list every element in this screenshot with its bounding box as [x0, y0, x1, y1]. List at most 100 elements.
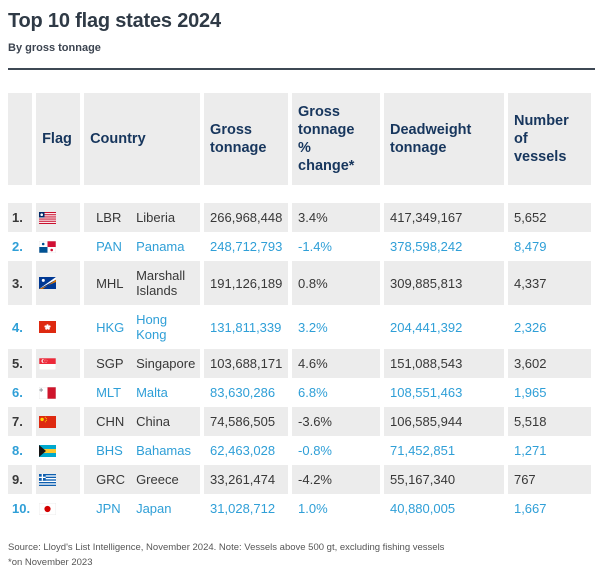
col-header-number-of-vessels: Number of vessels — [507, 93, 591, 185]
divider — [8, 68, 595, 70]
table-header: Flag Country Gross tonnage Gross tonnage… — [8, 93, 591, 203]
rank-cell: 6. — [8, 378, 33, 407]
table-row: 7. CHN China 74,586,505 -3.6% 106,585,944… — [8, 407, 591, 436]
col-header-flag: Flag — [36, 93, 81, 185]
country-cell: LBR Liberia — [84, 203, 201, 232]
number-of-vessels-cell: 8,479 — [507, 232, 591, 261]
flag-states-table: Flag Country Gross tonnage Gross tonnage… — [4, 93, 595, 523]
country-code: HKG — [96, 319, 125, 335]
gross-tonnage-pct-change-cell: -1.4% — [292, 232, 380, 261]
gross-tonnage-pct-change-cell: 1.0% — [292, 494, 380, 523]
flag-cell — [36, 407, 81, 436]
col-header-gross-tonnage: Gross tonnage — [204, 93, 289, 185]
bahamas-flag-icon — [39, 444, 78, 457]
header-row: Flag Country Gross tonnage Gross tonnage… — [8, 93, 591, 185]
header-body-spacer — [8, 185, 591, 203]
gross-tonnage-pct-change-cell: -0.8% — [292, 436, 380, 465]
number-of-vessels-cell: 1,965 — [507, 378, 591, 407]
deadweight-tonnage-cell: 378,598,242 — [384, 232, 504, 261]
gross-tonnage-cell: 83,630,286 — [204, 378, 289, 407]
gross-tonnage-pct-change-cell: -3.6% — [292, 407, 380, 436]
number-of-vessels-cell: 767 — [507, 465, 591, 494]
rank-cell: 3. — [8, 261, 33, 305]
gross-tonnage-cell: 266,968,448 — [204, 203, 289, 232]
col-header-deadweight-tonnage: Deadweight tonnage — [384, 93, 504, 185]
panama-flag-icon — [39, 240, 78, 253]
number-of-vessels-cell: 4,337 — [507, 261, 591, 305]
gross-tonnage-cell: 62,463,028 — [204, 436, 289, 465]
country-name: Panama — [136, 239, 185, 254]
country-code: MHL — [96, 275, 124, 291]
rank-cell: 10. — [8, 494, 33, 523]
flag-cell — [36, 465, 81, 494]
country-cell: JPN Japan — [84, 494, 201, 523]
liberia-flag-icon — [39, 211, 78, 224]
flag-cell — [36, 232, 81, 261]
flag-cell — [36, 203, 81, 232]
flag-cell — [36, 436, 81, 465]
flag-cell — [36, 349, 81, 378]
rank-cell: 7. — [8, 407, 33, 436]
gross-tonnage-cell: 103,688,171 — [204, 349, 289, 378]
malta-flag-icon — [39, 386, 78, 399]
gross-tonnage-pct-change-cell: -4.2% — [292, 465, 380, 494]
country-cell: MLT Malta — [84, 378, 201, 407]
deadweight-tonnage-cell: 55,167,340 — [384, 465, 504, 494]
footer: Source: Lloyd's List Intelligence, Novem… — [8, 540, 595, 570]
flag-cell — [36, 261, 81, 305]
source-note: Source: Lloyd's List Intelligence, Novem… — [8, 542, 445, 553]
table-row: 9. GRC Greece 33,261,474 -4.2% 55,167,340… — [8, 465, 591, 494]
country-name: Hong Kong — [136, 312, 168, 342]
deadweight-tonnage-cell: 204,441,392 — [384, 305, 504, 349]
country-cell: GRC Greece — [84, 465, 201, 494]
country-name: Malta — [136, 385, 168, 400]
gross-tonnage-pct-change-cell: 3.2% — [292, 305, 380, 349]
gross-tonnage-cell: 33,261,474 — [204, 465, 289, 494]
flag-cell — [36, 378, 81, 407]
country-cell: CHN China — [84, 407, 201, 436]
country-code: CHN — [96, 414, 125, 429]
country-cell: SGP Singapore — [84, 349, 201, 378]
country-cell: BHS Bahamas — [84, 436, 201, 465]
country-code: BHS — [96, 443, 123, 458]
table-body: 1. LBR Liberia 266,968,448 3.4% 417,349,1… — [8, 203, 591, 523]
gross-tonnage-pct-change-cell: 3.4% — [292, 203, 380, 232]
country-code: MLT — [96, 385, 122, 400]
deadweight-tonnage-cell: 71,452,851 — [384, 436, 504, 465]
singapore-flag-icon — [39, 357, 78, 370]
asterisk-note: *on November 2023 — [8, 557, 93, 568]
page-subtitle: By gross tonnage — [8, 42, 101, 54]
number-of-vessels-cell: 2,326 — [507, 305, 591, 349]
table-row: 8. BHS Bahamas 62,463,028 -0.8% 71,452,85… — [8, 436, 591, 465]
country-cell: MHL Marshall Islands — [84, 261, 201, 305]
flag-cell — [36, 305, 81, 349]
country-cell: HKG Hong Kong — [84, 305, 201, 349]
deadweight-tonnage-cell: 108,551,463 — [384, 378, 504, 407]
rank-cell: 4. — [8, 305, 33, 349]
gross-tonnage-cell: 74,586,505 — [204, 407, 289, 436]
table-row: 5. SGP Singapore 103,688,171 4.6% 151,088… — [8, 349, 591, 378]
rank-cell: 5. — [8, 349, 33, 378]
japan-flag-icon — [39, 502, 78, 515]
table-row: 1. LBR Liberia 266,968,448 3.4% 417,349,1… — [8, 203, 591, 232]
number-of-vessels-cell: 1,667 — [507, 494, 591, 523]
deadweight-tonnage-cell: 151,088,543 — [384, 349, 504, 378]
col-header-rank — [8, 93, 33, 185]
gross-tonnage-pct-change-cell: 4.6% — [292, 349, 380, 378]
number-of-vessels-cell: 5,518 — [507, 407, 591, 436]
gross-tonnage-pct-change-cell: 0.8% — [292, 261, 380, 305]
table-row: 4. HKG Hong Kong 131,811,339 3.2% 204,441… — [8, 305, 591, 349]
rank-cell: 1. — [8, 203, 33, 232]
country-name: Singapore — [136, 356, 196, 371]
country-code: PAN — [96, 239, 122, 254]
gross-tonnage-cell: 191,126,189 — [204, 261, 289, 305]
hong-kong-flag-icon — [39, 321, 78, 333]
country-name: Japan — [136, 501, 172, 516]
table-row: 3. MHL Marshall Islands 191,126,189 0.8% … — [8, 261, 591, 305]
country-name: Marshall Islands — [136, 268, 186, 298]
flag-cell — [36, 494, 81, 523]
country-name: Liberia — [136, 210, 176, 225]
gross-tonnage-pct-change-cell: 6.8% — [292, 378, 380, 407]
rank-cell: 8. — [8, 436, 33, 465]
